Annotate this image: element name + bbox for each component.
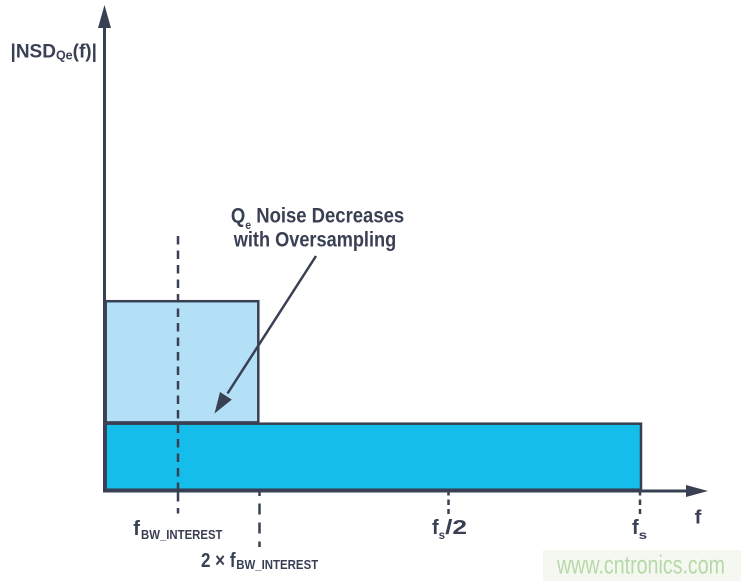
svg-text:BW_INTEREST: BW_INTEREST bbox=[141, 527, 223, 542]
svg-text:2 × f: 2 × f bbox=[201, 550, 236, 572]
svg-text:fs/2: fs/2 bbox=[432, 517, 467, 542]
svg-text:f: f bbox=[695, 508, 703, 529]
svg-text:|NSDQe(f)|: |NSDQe(f)| bbox=[11, 42, 97, 63]
svg-text:with Oversampling: with Oversampling bbox=[233, 228, 396, 252]
svg-text:fs: fs bbox=[632, 517, 647, 542]
svg-text:BW_INTEREST: BW_INTEREST bbox=[236, 557, 318, 572]
svg-text:www.cntronics.com: www.cntronics.com bbox=[556, 550, 725, 580]
svg-text:Qe Noise Decreases: Qe Noise Decreases bbox=[231, 204, 404, 232]
svg-text:f: f bbox=[133, 518, 140, 540]
